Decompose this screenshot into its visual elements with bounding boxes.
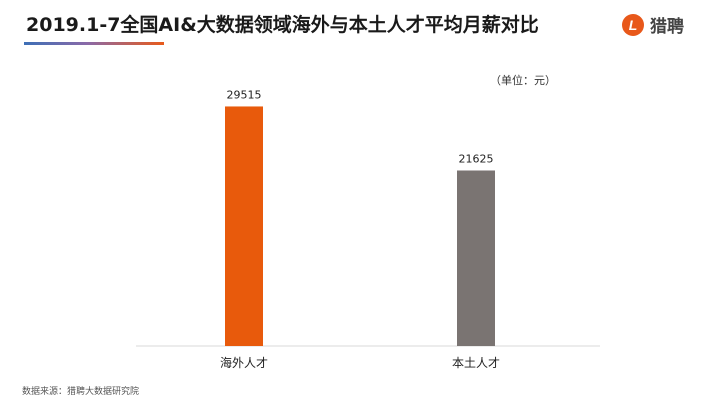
page-title: 2019.1-7全国AI&大数据领域海外与本土人才平均月薪对比 xyxy=(26,14,539,36)
data-label: 29515 xyxy=(227,88,262,101)
bar-overseas xyxy=(225,106,263,346)
title-underline xyxy=(24,42,164,45)
unit-label: （单位：元） xyxy=(490,74,556,87)
category-label: 本土人才 xyxy=(452,356,500,370)
data-label: 21625 xyxy=(459,152,494,165)
category-label: 海外人才 xyxy=(220,355,268,370)
liepin-logo-icon: L xyxy=(622,13,644,36)
logo: L 猎聘 xyxy=(622,12,684,37)
source-note: 数据来源：猎聘大数据研究院 xyxy=(22,387,140,397)
logo-text: 猎聘 xyxy=(650,17,684,37)
bar-domestic xyxy=(457,170,495,346)
